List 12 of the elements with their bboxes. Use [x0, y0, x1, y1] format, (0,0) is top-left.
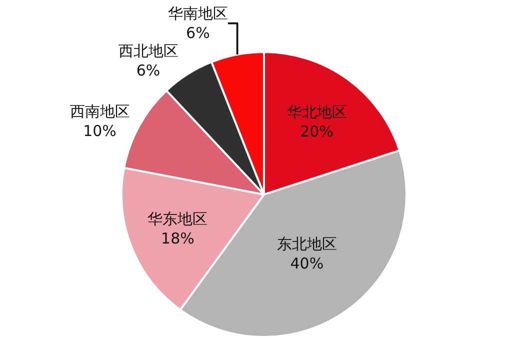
slice-label: 东北地区: [276, 234, 337, 253]
data-label: 6%: [186, 24, 210, 42]
data-label: 18%: [161, 229, 194, 248]
slice-label: 华北地区: [286, 103, 347, 122]
data-label: 10%: [83, 122, 116, 140]
data-label: 20%: [300, 122, 334, 141]
slice-label: 西南地区: [70, 102, 130, 121]
slice-label: 西北地区: [118, 42, 178, 60]
slice-label: 华东地区: [148, 210, 208, 228]
data-label: 40%: [290, 254, 324, 272]
slice-label: 华南地区: [168, 4, 228, 23]
data-label: 6%: [136, 62, 160, 80]
